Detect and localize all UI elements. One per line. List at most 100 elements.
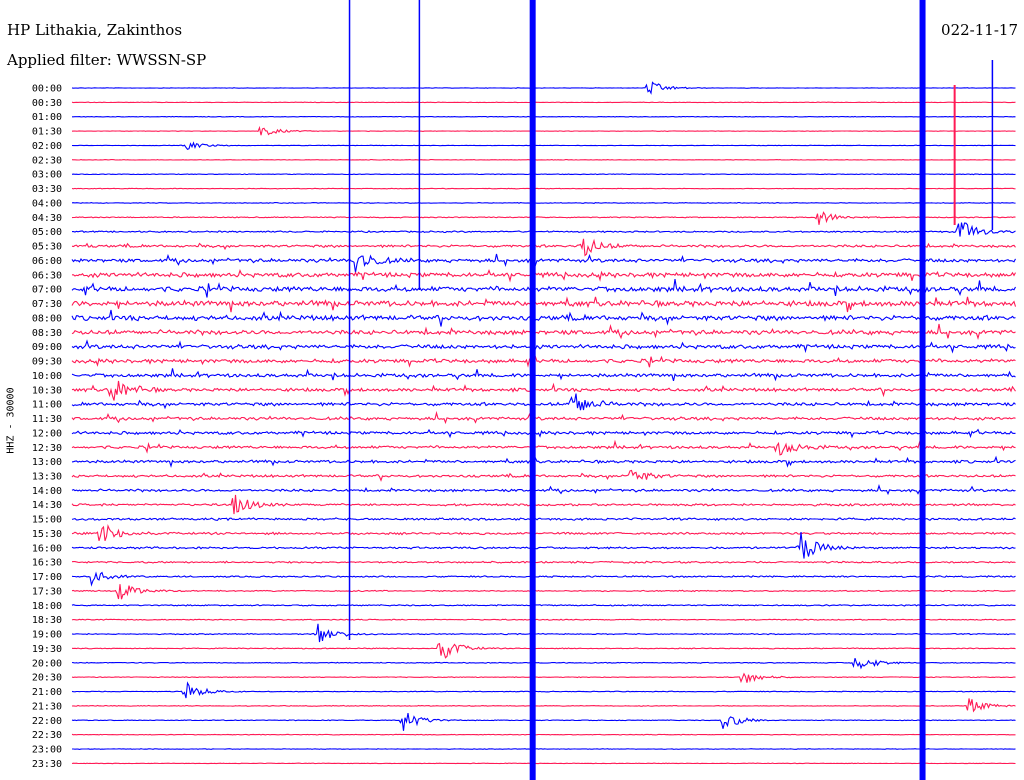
trace-line <box>71 698 1016 713</box>
trace-line <box>72 115 1016 118</box>
row-time-label: 11:30 <box>32 414 62 425</box>
trace-line <box>71 201 1016 204</box>
trace-line <box>71 523 1016 541</box>
row-time-label: 19:00 <box>32 630 62 641</box>
trace-line <box>71 238 1016 257</box>
row-time-label: 21:30 <box>32 701 62 712</box>
row-time-label: 06:30 <box>32 270 62 281</box>
row-time-label: 21:00 <box>32 687 62 698</box>
trace-line <box>71 532 1016 559</box>
row-time-label: 07:30 <box>32 299 62 310</box>
date-label: 022-11-17 <box>941 21 1018 39</box>
trace-line <box>71 658 1016 670</box>
row-time-label: 02:30 <box>32 155 62 166</box>
row-time-label: 11:00 <box>32 400 62 411</box>
trace-line <box>71 484 1016 496</box>
row-time-label: 01:30 <box>32 127 62 138</box>
row-time-label: 15:30 <box>32 529 62 540</box>
row-time-label: 06:00 <box>32 256 62 267</box>
trace-line <box>71 187 1016 190</box>
trace-line <box>72 748 1016 750</box>
trace-line <box>71 125 1016 136</box>
trace-line <box>71 733 1016 736</box>
row-time-label: 16:30 <box>32 558 62 569</box>
trace-line <box>72 222 1016 237</box>
row-time-label: 10:30 <box>32 385 62 396</box>
row-time-label: 07:00 <box>32 285 62 296</box>
trace-line <box>71 339 1016 354</box>
row-time-label: 01:00 <box>32 112 62 123</box>
trace-line <box>71 618 1016 621</box>
row-time-label: 12:00 <box>32 428 62 439</box>
trace-line <box>71 517 1016 522</box>
row-time-label: 13:00 <box>32 457 62 468</box>
row-time-label: 17:00 <box>32 572 62 583</box>
row-time-label: 00:30 <box>32 98 62 109</box>
trace-line <box>71 681 1016 699</box>
trace-line <box>71 159 1016 161</box>
row-time-label: 20:00 <box>32 658 62 669</box>
row-time-label: 18:00 <box>32 601 62 612</box>
trace-line <box>71 101 1016 104</box>
row-time-label: 05:30 <box>32 242 62 253</box>
row-time-label: 09:30 <box>32 357 62 368</box>
trace-line <box>71 469 1016 482</box>
trace-line <box>71 439 1016 456</box>
trace-line <box>71 428 1016 439</box>
trace-line <box>71 368 1016 382</box>
row-time-label: 14:00 <box>32 486 62 497</box>
trace-line <box>71 173 1016 176</box>
trace-line <box>71 393 1016 411</box>
trace-line <box>71 323 1016 341</box>
trace-line <box>71 584 1016 600</box>
row-time-label: 22:00 <box>32 716 62 727</box>
row-time-label: 10:00 <box>32 371 62 382</box>
trace-line <box>71 642 1016 659</box>
row-time-label: 13:30 <box>32 471 62 482</box>
row-time-label: 22:30 <box>32 730 62 741</box>
trace-line <box>72 268 1016 283</box>
row-time-label: 17:30 <box>32 586 62 597</box>
trace-line <box>71 713 1016 731</box>
trace-line <box>71 672 1016 684</box>
row-time-label: 09:00 <box>32 342 62 353</box>
row-time-label: 03:00 <box>32 170 62 181</box>
trace-line <box>71 762 1016 765</box>
trace-line <box>71 279 1016 298</box>
station-title: HP Lithakia, Zakinthos <box>7 21 183 39</box>
row-time-label: 12:30 <box>32 443 62 454</box>
trace-line <box>71 355 1016 368</box>
row-time-label: 04:00 <box>32 198 62 209</box>
row-time-label: 20:30 <box>32 673 62 684</box>
trace-line <box>71 296 1017 313</box>
trace-line <box>71 604 1016 607</box>
trace-line <box>71 560 1016 564</box>
trace-line <box>71 494 1016 515</box>
trace-line <box>71 309 1016 327</box>
trace-line <box>71 81 1016 95</box>
row-time-label: 08:00 <box>32 313 62 324</box>
trace-line <box>71 380 1016 401</box>
row-time-label: 19:30 <box>32 644 62 655</box>
trace-line <box>71 623 1016 643</box>
trace-line <box>71 253 1016 273</box>
filter-label: Applied filter: WWSSN-SP <box>7 51 207 69</box>
trace-line <box>71 571 1016 587</box>
row-time-label: 04:30 <box>32 213 62 224</box>
row-time-label: 05:00 <box>32 227 62 238</box>
row-time-label: 23:30 <box>32 759 62 770</box>
row-time-label: 14:30 <box>32 500 62 511</box>
trace-line <box>71 455 1016 468</box>
row-time-label: 16:00 <box>32 543 62 554</box>
row-time-label: 23:00 <box>32 745 62 756</box>
row-time-label: 02:00 <box>32 141 62 152</box>
row-time-label: 15:00 <box>32 515 62 526</box>
trace-line <box>71 211 1016 225</box>
row-time-label: 03:30 <box>32 184 62 195</box>
row-time-label: 08:30 <box>32 328 62 339</box>
row-time-label: 00:00 <box>32 84 62 95</box>
trace-line <box>71 410 1016 425</box>
row-time-label: 18:30 <box>32 615 62 626</box>
